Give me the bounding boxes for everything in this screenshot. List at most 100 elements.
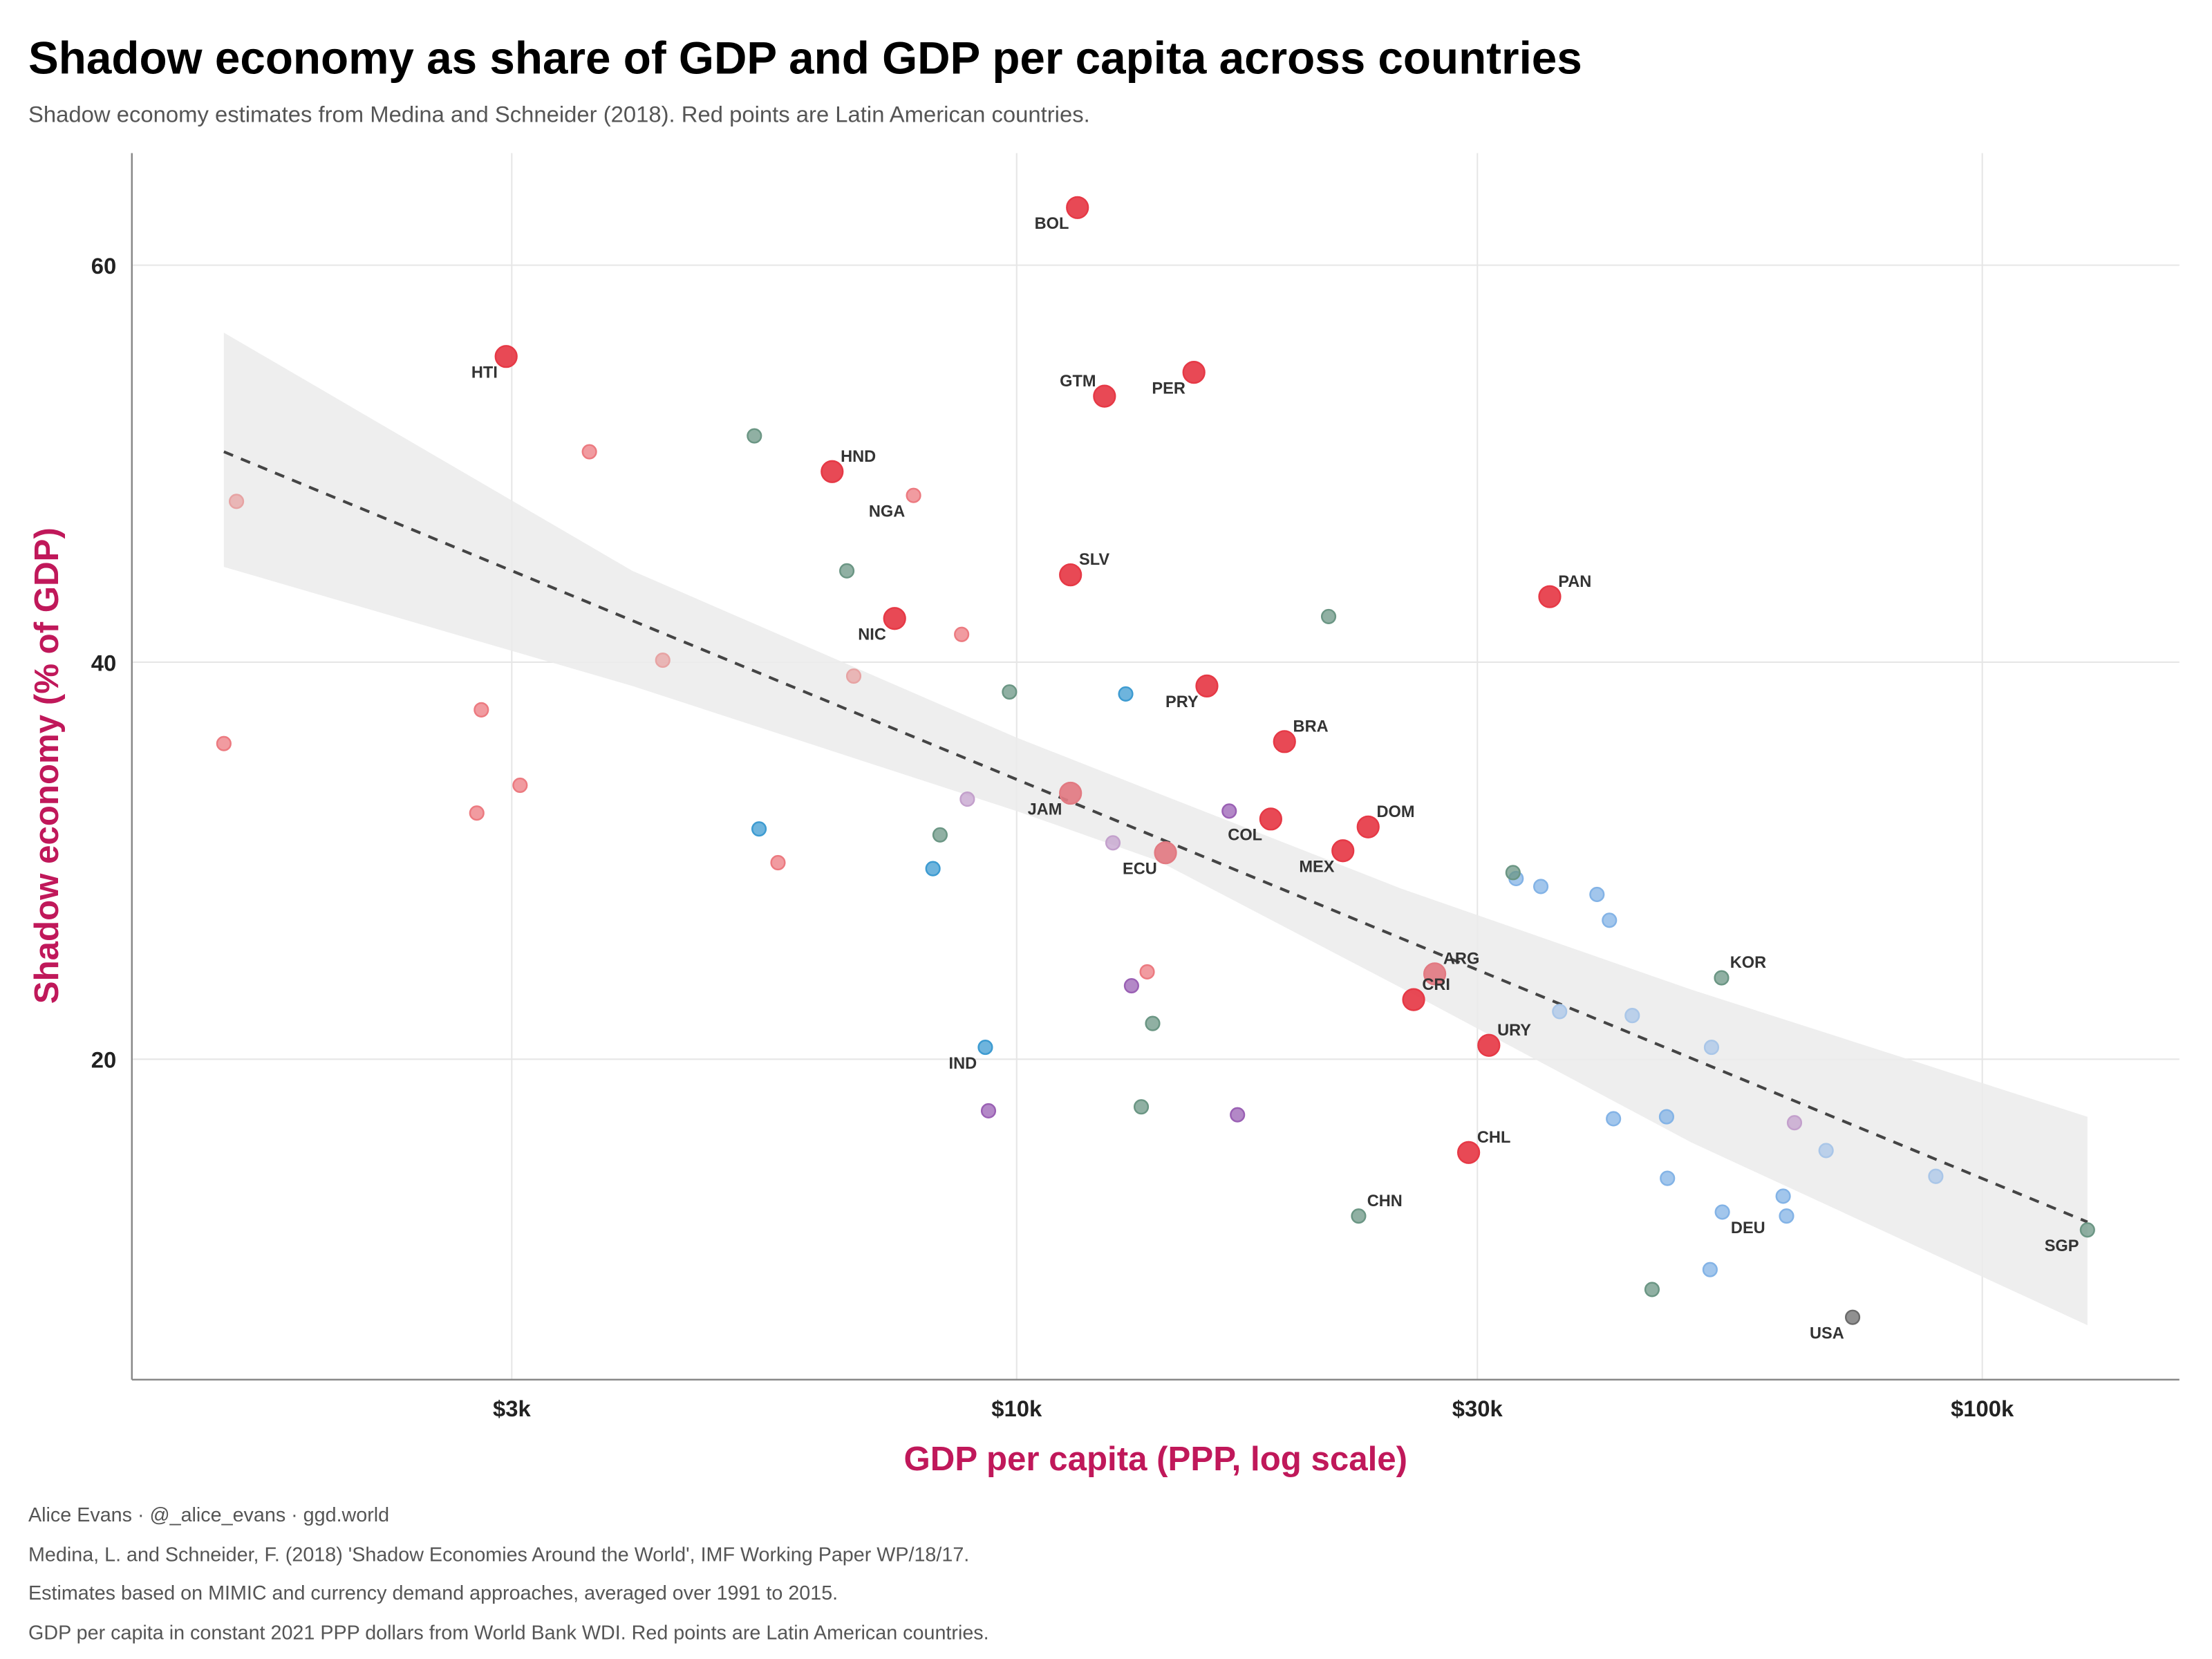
- data-point-gtm: [1093, 384, 1116, 408]
- data-point: [839, 563, 855, 579]
- point-label: URY: [1497, 1021, 1531, 1039]
- y-tick-label: 40: [91, 650, 116, 675]
- point-label: USA: [1810, 1324, 1844, 1342]
- point-label: COL: [1228, 826, 1262, 844]
- x-tick-label: $3k: [493, 1396, 531, 1421]
- data-point: [751, 821, 767, 837]
- gridlines: [131, 153, 2180, 1380]
- data-point-slv: [1059, 563, 1082, 587]
- x-tick-label: $100k: [1951, 1396, 2014, 1421]
- point-label: PRY: [1165, 693, 1199, 711]
- confidence-band: [223, 332, 2088, 1326]
- data-point-jam: [1059, 781, 1082, 805]
- data-point: [216, 735, 232, 751]
- x-tick-label: $10k: [991, 1396, 1042, 1421]
- data-point: [1552, 1004, 1568, 1020]
- data-point-hnd: [821, 460, 844, 483]
- data-point: [1702, 1262, 1718, 1277]
- y-tick-label: 20: [91, 1047, 116, 1073]
- point-label: DEU: [1731, 1219, 1765, 1237]
- point-label: GTM: [1060, 372, 1096, 390]
- data-point: [1002, 684, 1018, 700]
- data-point: [1928, 1168, 1944, 1184]
- data-point-ind: [977, 1039, 993, 1056]
- data-point-kor: [1714, 970, 1730, 986]
- data-point: [1658, 1109, 1675, 1125]
- point-labels: BOL HTI GTM PER HND SLV NIC PAN PRY BRA JAM COL DOM M…: [471, 214, 2079, 1342]
- data-point: [1703, 1039, 1720, 1056]
- footer-source: Medina, L. and Schneider, F. (2018) 'Sha…: [28, 1544, 969, 1566]
- data-point: [1105, 835, 1121, 851]
- point-label: ECU: [1123, 859, 1157, 877]
- chart-title: Shadow economy as share of GDP and GDP p…: [28, 33, 1582, 84]
- point-label: MEX: [1299, 858, 1334, 876]
- data-point-nga: [906, 487, 921, 503]
- data-point-ecu: [1154, 841, 1177, 865]
- data-point: [474, 702, 489, 718]
- data-point: [1145, 1015, 1161, 1031]
- data-point: [770, 854, 786, 871]
- data-point: [1589, 886, 1605, 903]
- data-point: [1660, 1170, 1676, 1186]
- data-point: [980, 1103, 997, 1119]
- data-point: [1118, 686, 1134, 702]
- data-point: [655, 653, 671, 668]
- data-point-sgp: [2079, 1222, 2095, 1238]
- data-point-bol: [1066, 196, 1089, 219]
- data-point-ury: [1477, 1033, 1501, 1057]
- data-point: [228, 494, 245, 509]
- data-point-nic: [883, 607, 906, 630]
- data-point: [747, 428, 762, 444]
- data-point-col: [1259, 807, 1283, 831]
- data-point: [581, 444, 597, 460]
- data-point-pan: [1538, 585, 1562, 608]
- data-point: [1818, 1143, 1834, 1159]
- data-point-usa: [1845, 1309, 1861, 1325]
- chart-subtitle: Shadow economy estimates from Medina and…: [28, 101, 1090, 126]
- data-point: [1606, 1111, 1622, 1127]
- point-label: CHL: [1477, 1128, 1510, 1146]
- x-tick-label: $30k: [1452, 1396, 1503, 1421]
- data-point-arg: [1423, 962, 1447, 986]
- data-point: [512, 777, 528, 794]
- data-point-per: [1182, 361, 1206, 384]
- data-point: [1644, 1282, 1660, 1297]
- trend-line: [223, 450, 2088, 1224]
- data-point: [1775, 1188, 1791, 1204]
- point-label: IND: [949, 1054, 977, 1072]
- data-point-pry: [1195, 674, 1219, 698]
- point-label: SGP: [2045, 1237, 2079, 1255]
- point-label: NGA: [869, 502, 905, 520]
- point-label: HND: [841, 447, 876, 465]
- data-point: [959, 791, 975, 807]
- data-points: [216, 196, 2095, 1325]
- data-point-cri: [1402, 988, 1425, 1011]
- data-point: [932, 827, 948, 843]
- point-label: HTI: [471, 363, 498, 381]
- data-point: [1779, 1208, 1794, 1224]
- data-point: [1230, 1107, 1246, 1123]
- footer-note: GDP per capita in constant 2021 PPP doll…: [28, 1622, 989, 1644]
- point-label: DOM: [1377, 803, 1415, 821]
- point-label: CHN: [1367, 1192, 1403, 1210]
- data-point: [925, 861, 941, 877]
- footer-credit: Alice Evans · @_alice_evans · ggd.world: [28, 1504, 389, 1526]
- footer-method: Estimates based on MIMIC and currency de…: [28, 1582, 838, 1604]
- axis-ticks: $3k $10k $30k $100k 20 40 60: [91, 253, 2014, 1421]
- data-point: [1123, 977, 1139, 994]
- y-axis-title: Shadow economy (% of GDP): [28, 527, 66, 1004]
- data-point-hti: [494, 345, 518, 368]
- data-point: [1133, 1099, 1150, 1115]
- data-point-bra: [1273, 730, 1296, 753]
- point-label: SLV: [1079, 550, 1109, 568]
- point-label: KOR: [1730, 953, 1766, 971]
- data-point: [1533, 879, 1549, 894]
- point-label: PAN: [1558, 572, 1591, 590]
- data-point-deu: [1714, 1204, 1730, 1220]
- data-point: [469, 805, 485, 821]
- data-point-chl: [1456, 1141, 1481, 1164]
- data-point-chn: [1351, 1208, 1367, 1224]
- data-point: [845, 668, 862, 684]
- point-label: BOL: [1035, 214, 1069, 232]
